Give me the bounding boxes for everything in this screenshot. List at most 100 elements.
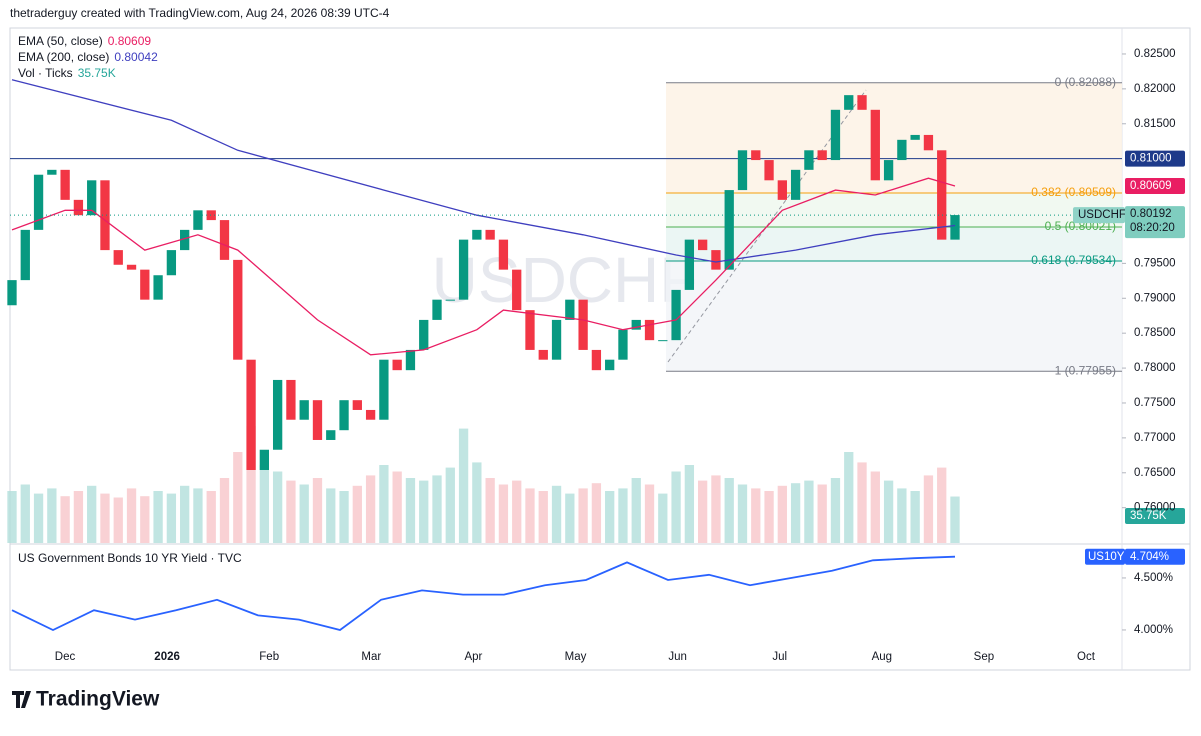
- candle-body: [737, 150, 748, 191]
- candle-body: [219, 220, 230, 260]
- candle-body: [259, 449, 270, 470]
- candle-body: [166, 250, 177, 276]
- candle-body: [565, 299, 575, 320]
- candle-body: [591, 349, 602, 371]
- fib-label: 0.618 (0.79534): [1031, 253, 1116, 267]
- candle-body: [299, 400, 309, 420]
- volume-bar: [113, 497, 123, 543]
- y-tick-label: 0.79500: [1134, 257, 1176, 269]
- candle-body: [180, 229, 190, 251]
- tags: 0.810000.806090.80042USDCHF0.8019208:20:…: [1073, 150, 1185, 524]
- candle-body: [33, 174, 44, 230]
- volume-bar: [339, 491, 349, 543]
- volume-bar: [206, 491, 216, 543]
- volume-bar: [512, 480, 522, 543]
- volume-bar: [458, 428, 469, 543]
- candle-body: [193, 210, 203, 230]
- volume-bar: [950, 496, 960, 543]
- volume-bar: [764, 491, 774, 543]
- y-tick-label: 0.76500: [1134, 467, 1176, 479]
- volume-bar: [498, 484, 509, 543]
- volume-bar: [910, 491, 920, 543]
- x-tick-label: Feb: [259, 651, 279, 663]
- y-tick-label: 0.81500: [1134, 118, 1176, 130]
- volume-bar: [551, 485, 562, 543]
- candle-body: [233, 259, 243, 360]
- price-tag-bg: [1125, 206, 1185, 239]
- candle-body: [365, 409, 376, 420]
- candle-body: [844, 95, 854, 110]
- candle-body: [20, 229, 30, 281]
- legend-value: 0.80042: [114, 50, 158, 64]
- candle-body: [339, 400, 349, 431]
- legend-value: 0.80609: [108, 34, 152, 48]
- volume-bar: [618, 488, 628, 543]
- fib-zone: [666, 192, 1122, 228]
- yield-line: [11, 555, 956, 631]
- legend-name: EMA (50, close): [18, 34, 103, 48]
- ema50-tag-bg: [1125, 177, 1185, 194]
- volume-bar: [166, 493, 177, 543]
- candle-body: [684, 239, 695, 290]
- candle-body: [272, 379, 283, 450]
- x-tick-label: Aug: [872, 651, 892, 663]
- symbol-tag: USDCHF: [1078, 209, 1126, 221]
- candle-body: [658, 340, 668, 342]
- candle-body: [923, 134, 934, 151]
- volume-bar: [565, 493, 575, 543]
- volume-bar: [923, 475, 934, 543]
- fib-label: 1 (0.77955): [1055, 363, 1116, 377]
- logo-mark: [12, 691, 31, 708]
- candle-body: [87, 180, 97, 216]
- volume-bar: [897, 488, 907, 543]
- candle-body: [618, 329, 628, 360]
- volume-bar: [87, 485, 97, 543]
- y-tick-label: 0.77500: [1134, 397, 1176, 409]
- volume-bar: [233, 452, 243, 543]
- volume-bar: [365, 475, 376, 543]
- volume-tag: 35.75K: [1130, 510, 1167, 522]
- candle-body: [405, 349, 416, 371]
- candle-body: [392, 359, 402, 371]
- volume-bar: [937, 467, 947, 543]
- x-tick-label: Mar: [361, 651, 381, 663]
- volume-bar: [591, 483, 602, 543]
- candle-body: [140, 269, 150, 300]
- candle-body: [671, 289, 681, 341]
- candle-body: [326, 430, 336, 440]
- volume-bar: [472, 462, 482, 543]
- y-tick-label: 4.500%: [1134, 572, 1173, 584]
- candle-body: [790, 169, 801, 200]
- credit: thetraderguy created with TradingView.co…: [10, 6, 390, 20]
- x-tick-label: Jun: [668, 651, 687, 663]
- volume-bar: [352, 485, 362, 543]
- x-tick-label: Apr: [464, 651, 482, 663]
- fib-label: 0.382 (0.80509): [1031, 185, 1116, 199]
- x-tick-label: Jul: [772, 651, 787, 663]
- volume-bar: [379, 465, 389, 543]
- ema-line: [11, 79, 956, 263]
- candle-body: [724, 190, 734, 270]
- logo: TradingView: [12, 688, 160, 711]
- volume-bar: [711, 475, 721, 543]
- candle-body: [246, 359, 256, 470]
- candle-body: [153, 275, 163, 300]
- candle-body: [60, 169, 70, 200]
- candle-body: [7, 280, 17, 306]
- volume-bar: [724, 478, 734, 543]
- candle-body: [206, 210, 216, 221]
- symbol-tag-bg: [1073, 207, 1125, 224]
- candle-body: [830, 109, 841, 161]
- candle-body: [100, 180, 110, 251]
- volume-bar: [419, 480, 429, 543]
- volume-bar: [697, 480, 708, 543]
- candle-body: [312, 400, 323, 440]
- yield-symbol-bg: [1085, 548, 1125, 565]
- y-tick-label: 0.82000: [1134, 83, 1176, 95]
- volume-bar: [392, 471, 402, 543]
- y-tick-label: 0.82500: [1134, 48, 1176, 60]
- hline-tag-bg: [1125, 150, 1185, 167]
- candle-body: [512, 269, 522, 311]
- y-tick-label: 0.76000: [1134, 502, 1176, 514]
